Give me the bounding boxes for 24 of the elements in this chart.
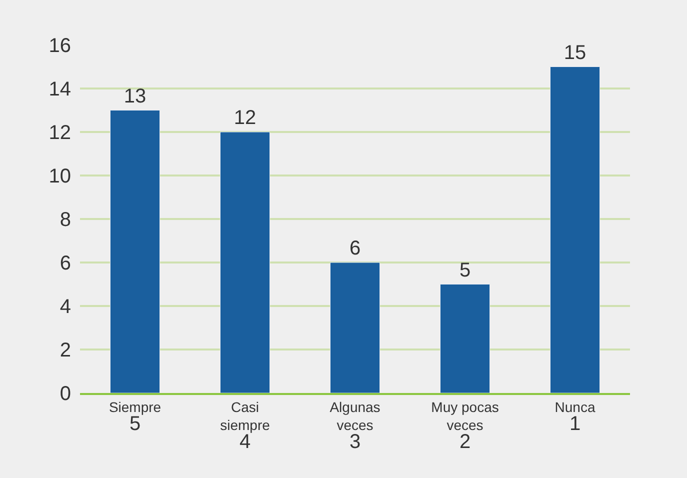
bar: [220, 132, 270, 393]
y-tick-label: 4: [60, 296, 71, 318]
y-tick-label: 6: [60, 252, 71, 274]
x-tick-label: Algunas veces 3: [330, 398, 380, 454]
data-label: 5: [459, 259, 471, 282]
y-tick-label: 16: [48, 35, 71, 57]
data-label: 12: [234, 107, 256, 129]
bar: [550, 66, 600, 393]
x-tick-label: Casi siempre 4: [220, 398, 270, 454]
y-tick-label: 12: [48, 122, 71, 144]
x-tick-label: Nunca 1: [554, 398, 596, 435]
y-tick-label: 10: [48, 166, 71, 188]
x-tick-label: Muy pocas veces 2: [431, 398, 499, 454]
y-tick-label: 0: [60, 383, 71, 405]
data-label: 15: [564, 42, 586, 64]
data-label: 13: [124, 85, 146, 108]
x-tick-label: Siempre 5: [108, 398, 162, 435]
y-tick-label: 2: [60, 340, 71, 362]
bar: [440, 284, 490, 393]
bar: [330, 262, 380, 393]
bar: [110, 110, 160, 393]
data-label: 6: [349, 238, 361, 260]
y-tick-label: 8: [60, 209, 71, 231]
y-tick-label: 14: [48, 78, 71, 100]
